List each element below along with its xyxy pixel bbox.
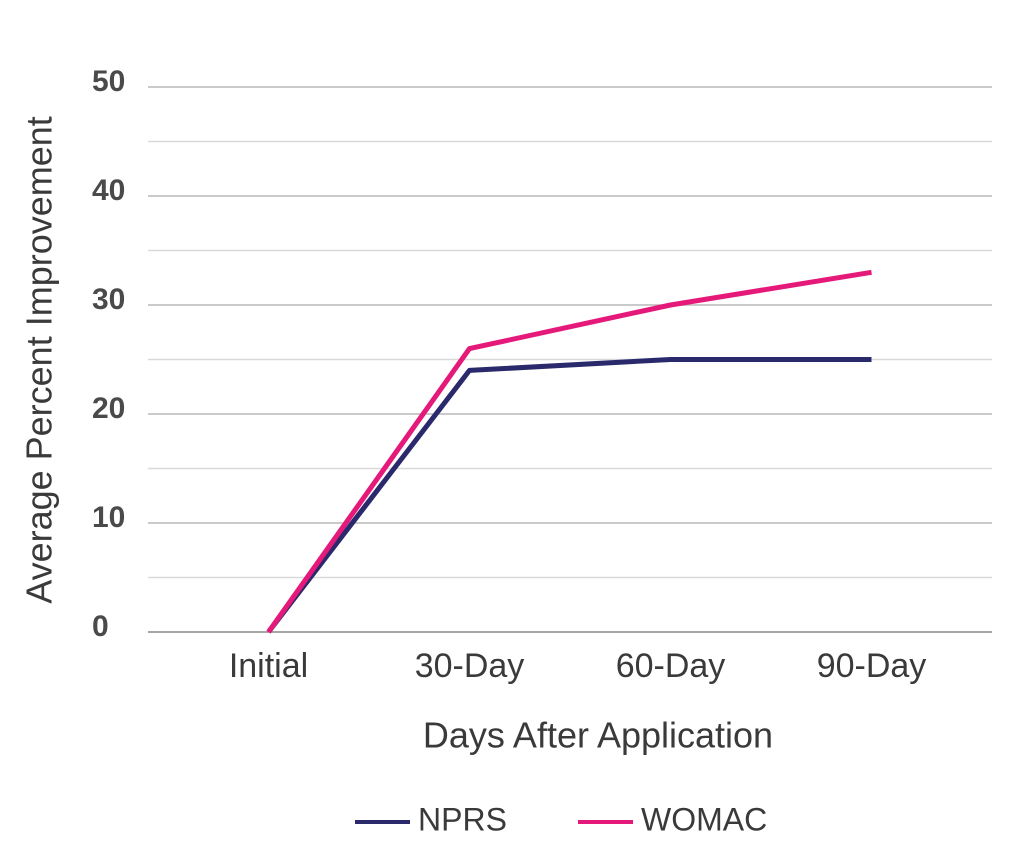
y-tick-label: 40 <box>92 174 125 207</box>
y-tick-label: 0 <box>92 610 109 643</box>
x-axis-title: Days After Application <box>423 715 773 756</box>
y-tick-label: 50 <box>92 65 125 98</box>
y-axis-title: Average Percent Improvement <box>19 116 60 604</box>
x-tick-label: 30-Day <box>415 647 525 685</box>
x-tick-label: Initial <box>229 647 308 685</box>
y-tick-label: 30 <box>92 283 125 316</box>
x-tick-label: 90-Day <box>817 647 927 685</box>
legend-label: WOMAC <box>641 801 767 837</box>
y-tick-label: 10 <box>92 501 125 534</box>
series-line <box>266 269 872 634</box>
y-tick-label: 20 <box>92 392 125 425</box>
legend-label: NPRS <box>418 801 507 837</box>
x-tick-label: 60-Day <box>616 647 726 685</box>
series-line <box>266 357 872 634</box>
